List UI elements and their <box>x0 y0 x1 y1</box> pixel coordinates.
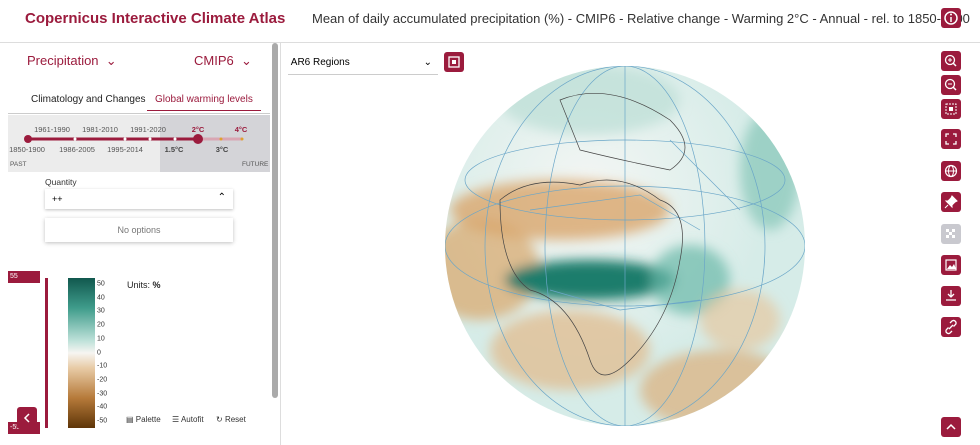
colorbar-tick: -50 <box>97 417 108 425</box>
zoom-in-button[interactable] <box>941 51 961 71</box>
timeline-label: 1850-1900 <box>9 145 45 154</box>
tab-active[interactable]: Global warming levels <box>147 94 261 111</box>
divider <box>8 113 270 114</box>
timeline-label: 1995-2014 <box>107 145 143 154</box>
layer-value: AR6 Regions <box>290 57 350 68</box>
colorbar-tick: 40 <box>97 294 105 302</box>
share-link-button[interactable] <box>941 317 961 337</box>
timeline-label: 1981-2010 <box>82 125 118 134</box>
grid-toggle-button[interactable] <box>941 224 961 244</box>
no-options: No options <box>117 225 161 235</box>
quantity-label: Quantity <box>45 177 77 187</box>
scrollbar[interactable] <box>272 43 278 398</box>
timeline-past-label: PAST <box>10 161 27 168</box>
timeline-past <box>8 115 160 172</box>
fit-view-button[interactable] <box>941 99 961 119</box>
download-button[interactable] <box>941 286 961 306</box>
colorbar-tick: -10 <box>97 362 108 370</box>
colorbar-tick: 30 <box>97 307 105 315</box>
quantity-options: No options <box>45 218 233 242</box>
timeline-label: 2°C <box>191 125 205 134</box>
dataset-select[interactable]: CMIP6 ⌄ <box>194 53 252 68</box>
scroll-top-button[interactable] <box>941 417 961 437</box>
divider <box>280 43 281 445</box>
colorbar-tick: -20 <box>97 376 108 384</box>
dataset-value: CMIP6 <box>194 53 234 68</box>
timeline-label: 3°C <box>215 145 229 154</box>
reset-button[interactable]: ↻ Reset <box>216 415 246 424</box>
layer-select[interactable]: AR6 Regions ⌄ <box>288 52 438 75</box>
fullscreen-button[interactable] <box>941 129 961 149</box>
header <box>0 0 980 43</box>
zoom-out-button[interactable] <box>941 75 961 95</box>
variable-select[interactable]: Precipitation ⌄ <box>27 53 117 68</box>
units: Units: % <box>127 280 161 290</box>
colorbar-tick: -30 <box>97 390 108 398</box>
projection-button[interactable] <box>941 161 961 181</box>
timeline-label: 4°C <box>234 125 248 134</box>
range-max[interactable]: 55 <box>8 271 40 283</box>
pin-button[interactable] <box>941 192 961 212</box>
collapse-button[interactable] <box>17 407 37 429</box>
colorbar-tick: 10 <box>97 335 105 343</box>
units-label: Units: <box>127 280 151 290</box>
timeline-label: 1986-2005 <box>59 145 95 154</box>
globe[interactable] <box>440 60 810 430</box>
range-slider[interactable] <box>45 278 48 428</box>
app-title: Copernicus Interactive Climate Atlas <box>25 10 286 27</box>
timeline-label: 1991-2020 <box>130 125 166 134</box>
colorbar-tick: -40 <box>97 403 108 411</box>
units-value: % <box>152 280 161 290</box>
timeline-future <box>160 115 270 172</box>
export-image-button[interactable] <box>941 255 961 275</box>
colorbar <box>68 278 95 428</box>
timeline-label: 1961-1990 <box>34 125 70 134</box>
autofit-label: Autofit <box>180 415 204 424</box>
timeline-future-label: FUTURE <box>242 161 269 168</box>
tab[interactable]: Climatology and Changes <box>31 94 146 105</box>
timeline-label: 1.5°C <box>164 145 184 154</box>
map-description: Mean of daily accumulated precipitation … <box>312 11 970 26</box>
colorbar-tick: 0 <box>97 349 101 356</box>
timeline-slider[interactable] <box>0 0 280 175</box>
reset-label: Reset <box>224 415 246 424</box>
palette-label: Palette <box>135 415 161 424</box>
variable-value: Precipitation <box>27 53 99 68</box>
layer-toggle[interactable] <box>444 52 464 72</box>
quantity-input[interactable]: ++ ⌃ <box>45 189 233 209</box>
autofit-button[interactable]: ☰ Autofit <box>172 415 204 424</box>
palette-button[interactable]: ▤ Palette <box>126 415 161 424</box>
colorbar-tick: 20 <box>97 321 105 329</box>
colorbar-tick: 50 <box>97 280 105 288</box>
info-button[interactable] <box>941 8 961 28</box>
quantity-value: ++ <box>52 194 63 204</box>
